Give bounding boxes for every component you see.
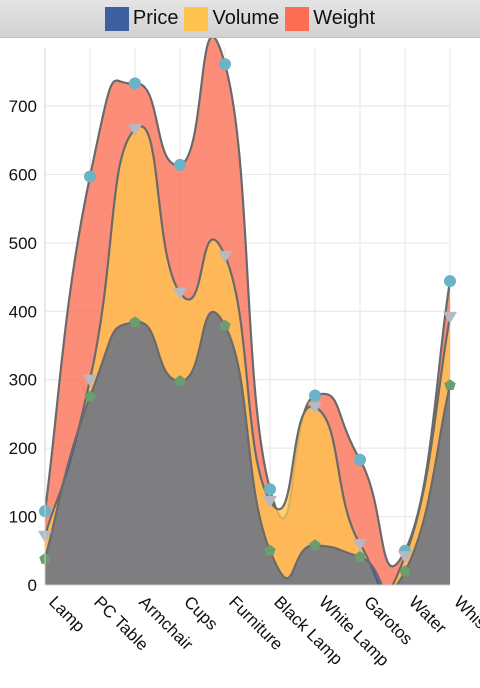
- point-price-7: [354, 550, 366, 562]
- point-price-1: [84, 390, 96, 402]
- legend-item-price[interactable]: Price: [104, 6, 179, 31]
- y-tick-label-600: 600: [9, 165, 37, 184]
- point-weight-1: [84, 170, 96, 183]
- point-weight-9: [444, 275, 456, 288]
- point-price-8: [399, 565, 411, 577]
- point-volume-3: [173, 287, 187, 300]
- y-tick-label-700: 700: [9, 97, 37, 116]
- point-volume-4: [218, 250, 232, 263]
- point-price-3: [174, 375, 186, 386]
- legend-label-weight: Weight: [313, 7, 376, 29]
- y-tick-label-300: 300: [9, 371, 37, 390]
- legend-label-price: Price: [132, 7, 179, 29]
- y-tick-label-200: 200: [9, 439, 37, 458]
- legend-label-volume: Volume: [212, 7, 280, 29]
- legend-swatch-volume: [184, 6, 209, 31]
- point-price-6: [309, 539, 321, 551]
- legend-item-volume[interactable]: Volume: [184, 6, 280, 31]
- line-price: [45, 311, 450, 585]
- point-weight-7: [354, 453, 366, 466]
- x-tick-label-3: Cups: [180, 592, 221, 633]
- line-weight: [45, 38, 450, 568]
- point-price-9: [444, 379, 456, 390]
- point-price-4: [219, 319, 231, 331]
- markers: [38, 58, 457, 577]
- y-tick-label-400: 400: [9, 302, 37, 321]
- point-weight-2: [129, 77, 141, 90]
- y-tick-label-100: 100: [9, 508, 37, 527]
- area-price: [45, 312, 450, 585]
- legend-swatch-weight: [285, 6, 310, 31]
- line-volume: [45, 125, 450, 585]
- y-tick-label-500: 500: [9, 234, 37, 253]
- series-areas: [45, 38, 450, 585]
- point-weight-3: [174, 158, 186, 171]
- legend: Price Volume Weight: [0, 0, 480, 38]
- point-weight-4: [219, 58, 231, 71]
- point-volume-7: [353, 538, 367, 551]
- point-price-2: [129, 316, 141, 328]
- point-volume-1: [83, 374, 97, 387]
- point-weight-5: [264, 483, 276, 496]
- point-weight-6: [309, 389, 321, 402]
- x-tick-label-0: Lamp: [45, 592, 89, 636]
- point-volume-9: [443, 311, 457, 324]
- legend-item-weight[interactable]: Weight: [285, 6, 376, 31]
- point-volume-2: [128, 124, 142, 137]
- point-volume-6: [308, 402, 322, 415]
- legend-swatch-price: [104, 6, 129, 31]
- point-volume-5: [263, 495, 277, 508]
- point-price-5: [264, 544, 276, 556]
- point-volume-8: [398, 551, 412, 564]
- y-tick-label-0: 0: [28, 576, 37, 595]
- x-tick-label-9: Whisky: [450, 592, 480, 645]
